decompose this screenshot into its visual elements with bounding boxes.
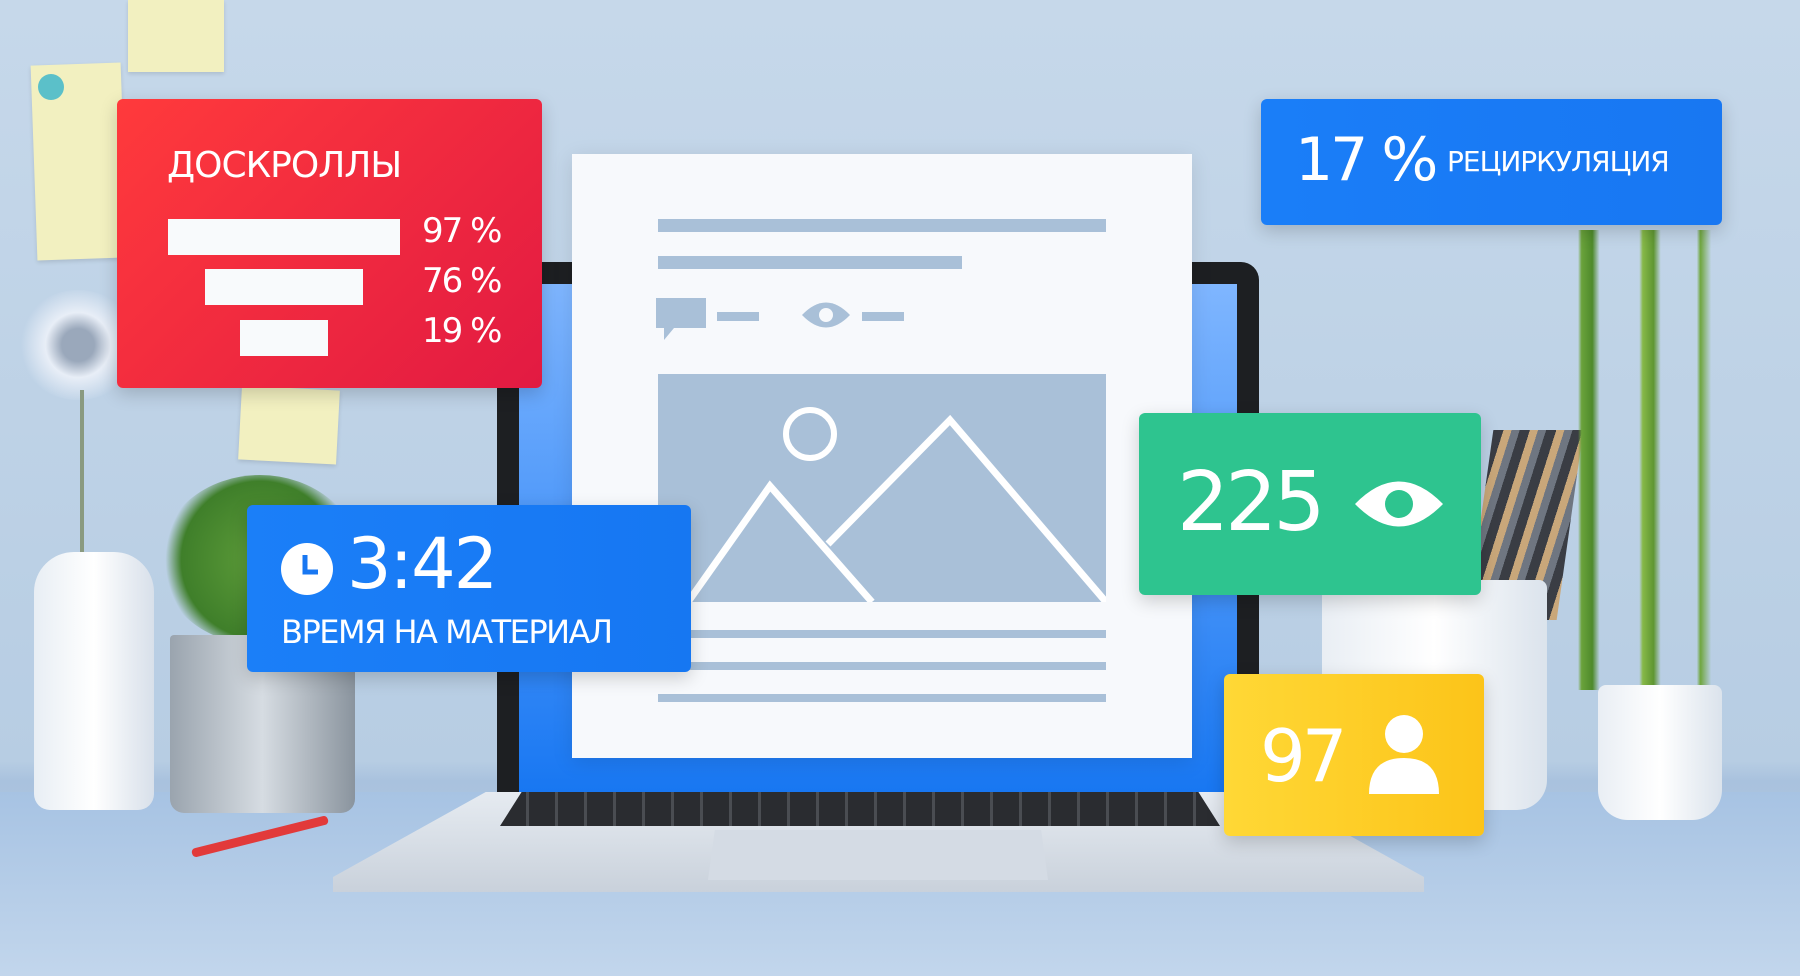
sticky-note	[238, 385, 340, 465]
views-value: 225	[1177, 455, 1326, 550]
scroll-pct-97: 97 %	[422, 211, 502, 251]
eye-icon	[802, 302, 850, 328]
sticky-note	[128, 0, 224, 72]
flower-stem	[80, 390, 84, 560]
image-placeholder-icon	[658, 374, 1106, 602]
scroll-bar-19	[240, 320, 328, 356]
keyboard	[500, 792, 1220, 826]
scroll-depth-card: ДОСКРОЛЛЫ 97 % 76 % 19 %	[117, 99, 542, 388]
scroll-card-title: ДОСКРОЛЛЫ	[167, 145, 402, 186]
time-on-page-card: 3:42 ВРЕМЯ НА МАТЕРИАЛ	[247, 505, 691, 672]
views-card: 225	[1139, 413, 1481, 595]
recirculation-label: РЕЦИРКУЛЯЦИЯ	[1447, 145, 1670, 178]
clock-icon	[281, 543, 333, 595]
pin	[38, 74, 64, 100]
users-value: 97	[1260, 714, 1348, 798]
eye-icon	[1355, 481, 1443, 527]
snake-plant	[1560, 230, 1740, 690]
scroll-bar-97	[168, 219, 400, 255]
vase	[34, 552, 154, 810]
scroll-pct-76: 76 %	[422, 261, 502, 301]
time-value: 3:42	[347, 523, 498, 605]
trackpad	[708, 830, 1048, 880]
time-label: ВРЕМЯ НА МАТЕРИАЛ	[281, 613, 613, 651]
recirculation-value: 17 %	[1295, 125, 1438, 195]
user-icon	[1369, 715, 1439, 794]
scroll-pct-19: 19 %	[422, 311, 502, 351]
scroll-bar-76	[205, 269, 363, 305]
recirculation-card: 17 % РЕЦИРКУЛЯЦИЯ	[1261, 99, 1722, 225]
users-card: 97	[1224, 674, 1484, 836]
plant-pot	[1598, 685, 1722, 820]
comment-icon	[656, 298, 706, 340]
